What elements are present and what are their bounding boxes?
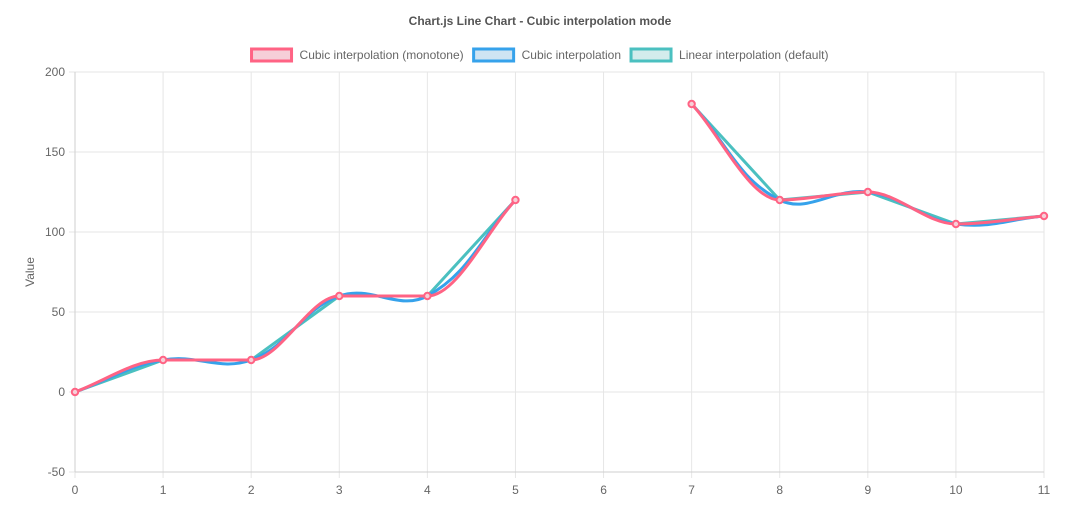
y-tick-label: -50 xyxy=(48,465,66,479)
data-point[interactable] xyxy=(423,291,432,301)
data-point[interactable] xyxy=(511,195,520,205)
y-tick-label: 200 xyxy=(45,65,65,79)
data-point[interactable] xyxy=(158,355,168,365)
x-tick-label: 7 xyxy=(688,483,695,497)
x-tick-label: 3 xyxy=(336,483,343,497)
chart-title: Chart.js Line Chart - Cubic interpolatio… xyxy=(409,14,672,28)
x-tick-label: 6 xyxy=(600,483,607,497)
x-tick-label: 4 xyxy=(424,483,431,497)
legend-label: Cubic interpolation xyxy=(522,48,621,62)
x-tick-label: 8 xyxy=(776,483,783,497)
x-axis: 0 1 2 3 4 5 6 7 8 9 10 11 xyxy=(72,471,1051,497)
legend-swatch xyxy=(472,47,516,63)
data-point[interactable] xyxy=(687,99,696,109)
data-point[interactable] xyxy=(335,291,344,301)
series-cubic xyxy=(73,102,1046,394)
series-linear xyxy=(73,102,1046,394)
y-tick-label: 100 xyxy=(45,225,65,239)
data-point[interactable] xyxy=(70,387,80,397)
series-line xyxy=(73,198,517,394)
data-point[interactable] xyxy=(951,219,961,229)
legend-item-monotone[interactable]: Cubic interpolation (monotone) xyxy=(250,47,464,63)
series-monotone xyxy=(73,102,1046,394)
x-tick-label: 10 xyxy=(949,483,963,497)
y-tick-label: 50 xyxy=(52,305,66,319)
legend-swatch xyxy=(250,47,294,63)
data-points xyxy=(70,99,1049,397)
data-point[interactable] xyxy=(863,187,873,197)
y-axis: -50 0 50 100 150 200 xyxy=(45,65,76,479)
x-tick-label: 11 xyxy=(1038,483,1051,497)
grid-lines xyxy=(69,71,1045,478)
y-axis-title: Value xyxy=(23,257,37,287)
x-tick-label: 5 xyxy=(512,483,519,497)
x-tick-label: 1 xyxy=(160,483,167,497)
data-point[interactable] xyxy=(775,195,784,205)
legend-swatch xyxy=(629,47,673,63)
legend-item-cubic[interactable]: Cubic interpolation xyxy=(472,47,621,63)
data-point[interactable] xyxy=(246,355,256,365)
y-tick-label: 0 xyxy=(58,385,65,399)
legend-label: Cubic interpolation (monotone) xyxy=(300,48,464,62)
legend-item-linear[interactable]: Linear interpolation (default) xyxy=(629,47,828,63)
legend-label: Linear interpolation (default) xyxy=(679,48,828,62)
legend: Cubic interpolation (monotone) Cubic inte… xyxy=(250,47,828,63)
data-point[interactable] xyxy=(1039,211,1049,221)
x-tick-label: 2 xyxy=(248,483,255,497)
x-tick-label: 0 xyxy=(72,483,79,497)
x-tick-label: 9 xyxy=(864,483,871,497)
y-tick-label: 150 xyxy=(45,145,65,159)
series-layer xyxy=(70,99,1049,397)
